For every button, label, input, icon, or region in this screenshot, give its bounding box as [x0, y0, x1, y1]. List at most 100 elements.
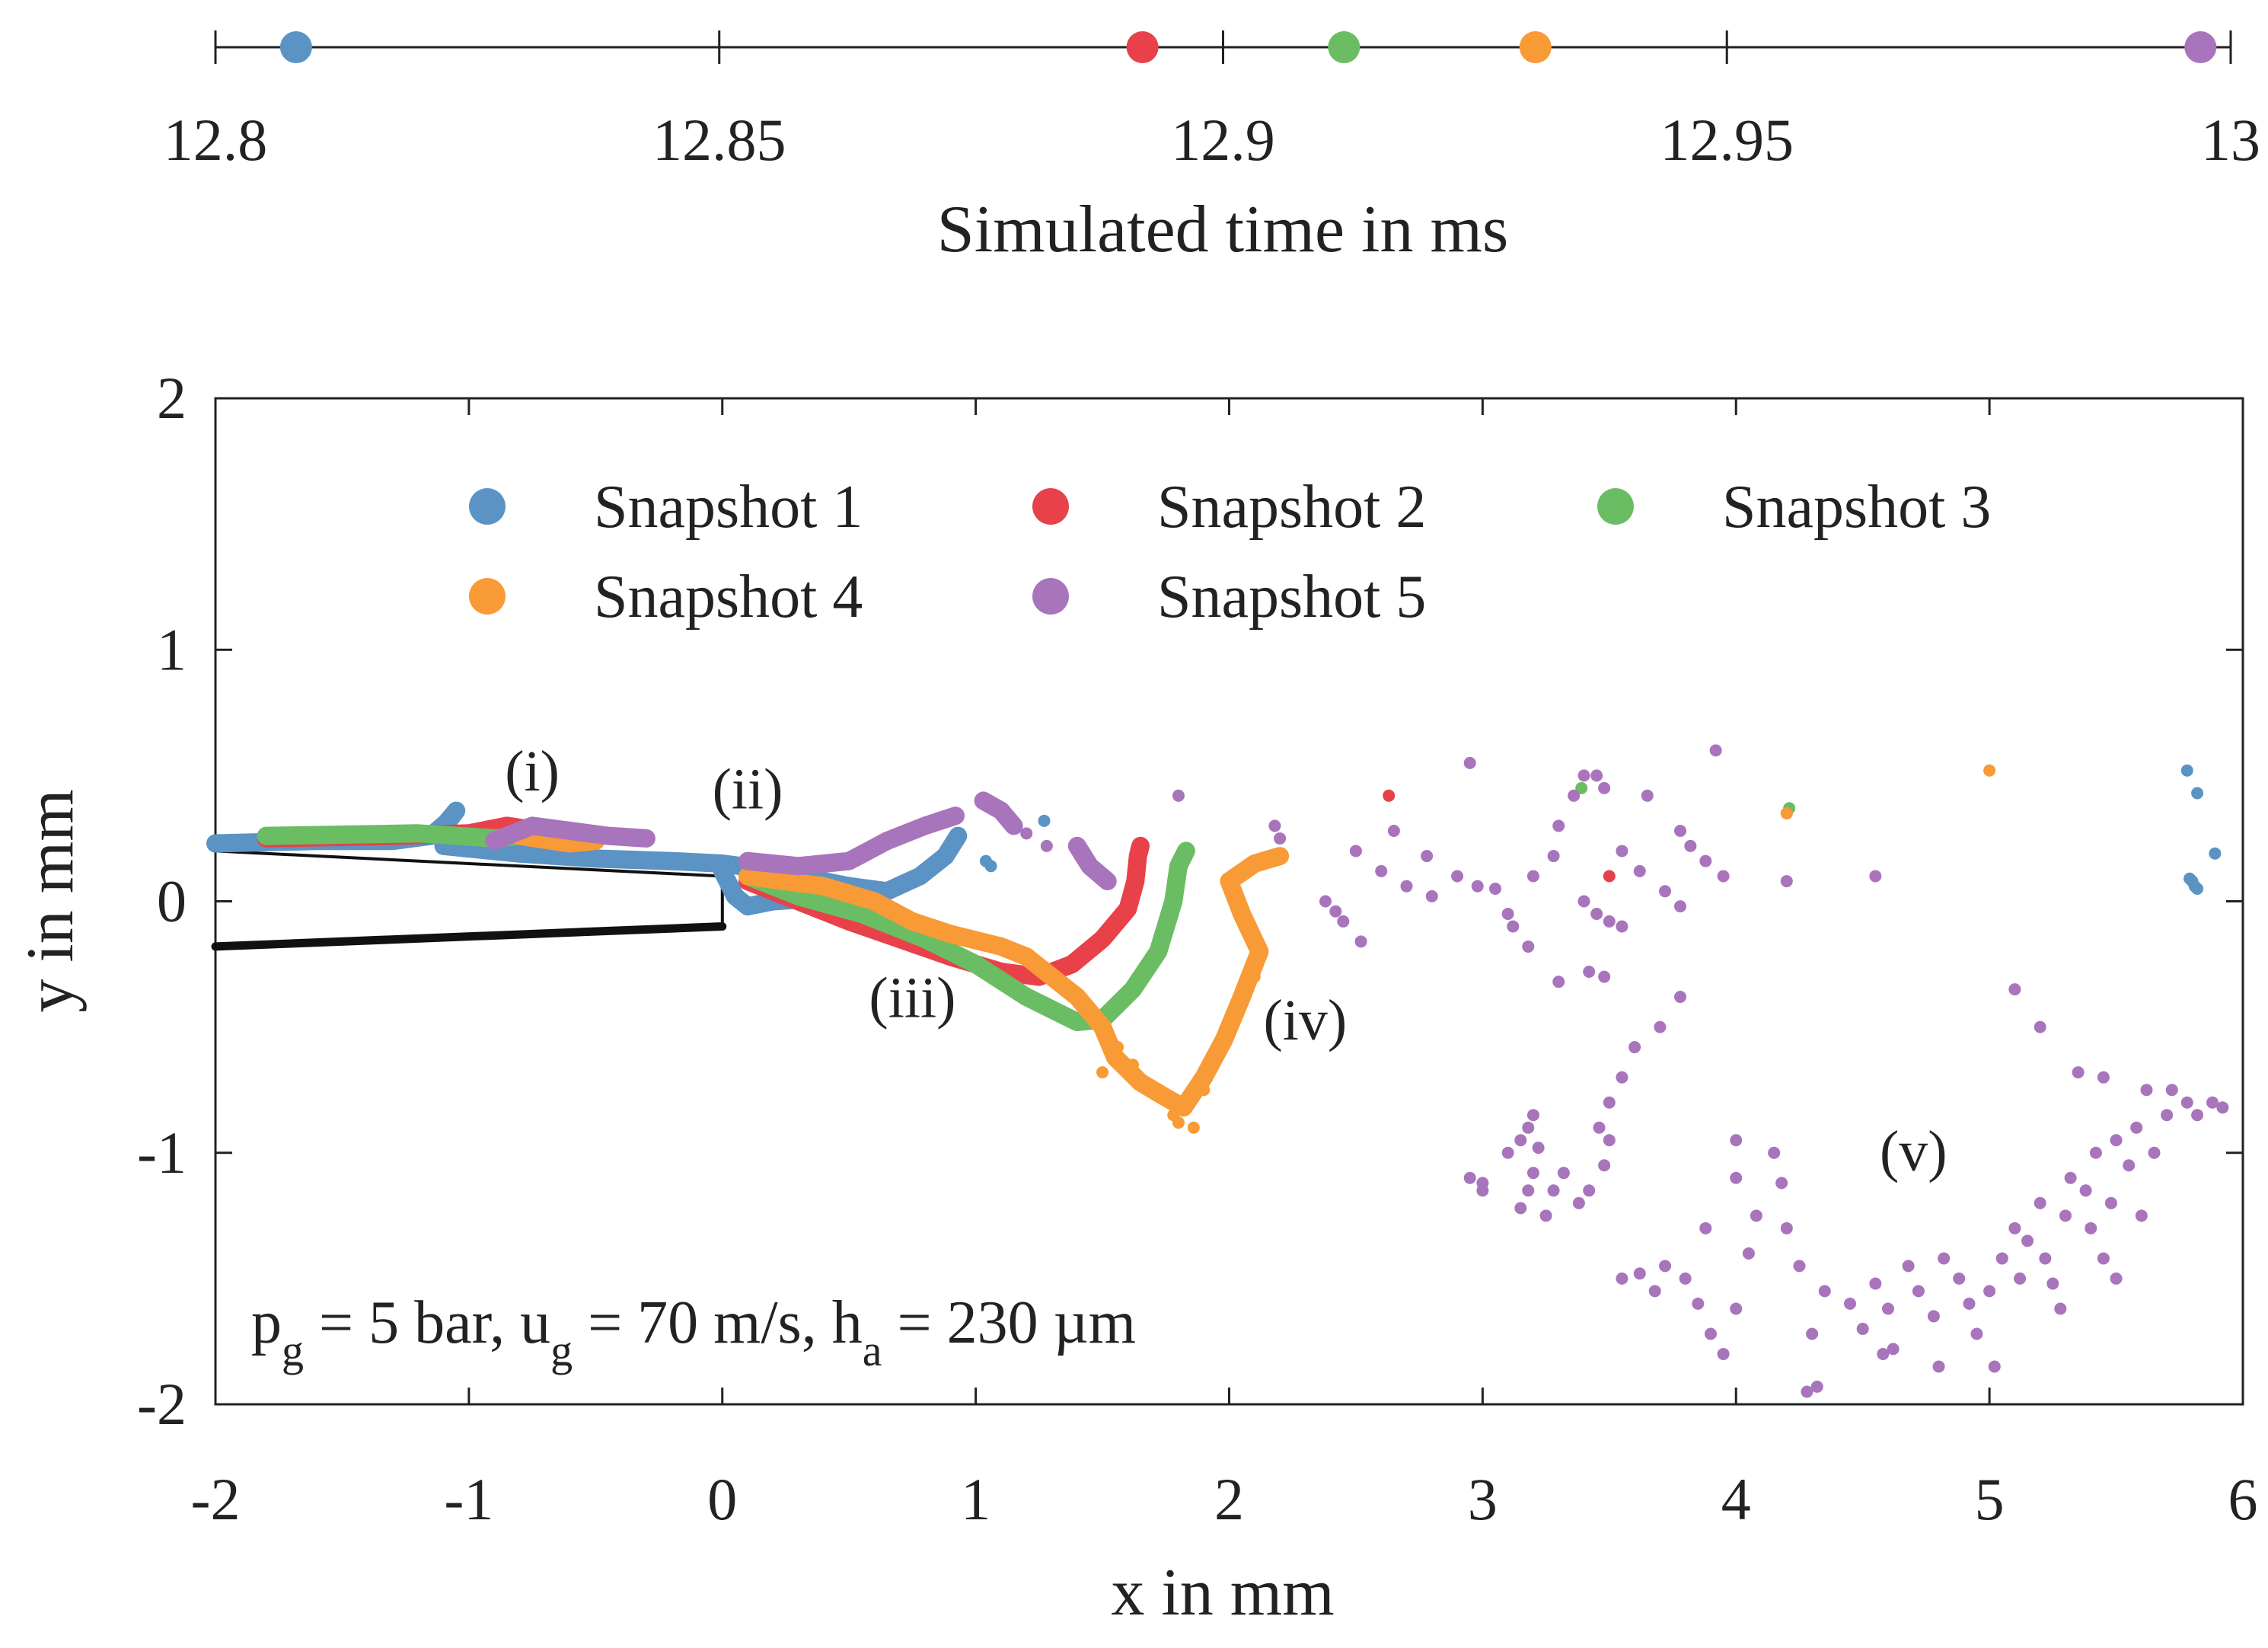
droplet-point	[2140, 1084, 2153, 1097]
droplet-point	[1501, 908, 1514, 921]
y-axis-ticks: -2 -1 0 1 2	[137, 365, 2243, 1437]
timeline-marker-snapshot-2	[1126, 31, 1159, 63]
param-p-symbol: p	[251, 1289, 282, 1356]
droplet-point	[2135, 1209, 2148, 1222]
droplet-point	[1425, 889, 1438, 902]
droplet-point	[1471, 880, 1484, 893]
droplet-point	[1970, 1327, 1983, 1340]
droplet-point	[1938, 1252, 1951, 1265]
droplet-point	[1522, 1121, 1535, 1134]
timeline-ticks: 12.8 12.85 12.9 12.95 13	[164, 30, 2260, 173]
droplet-point	[1628, 1041, 1641, 1054]
droplet-point	[1572, 1196, 1585, 1209]
region-annotations: (i) (ii) (iii) (iv) (v)	[505, 739, 1947, 1183]
droplet-point	[2180, 764, 2193, 777]
droplet-point	[984, 860, 997, 873]
droplet-point	[2008, 983, 2021, 996]
x-axis-ticks: -2 -1 0 1 2 3 4 5 6	[191, 398, 2258, 1532]
droplet-point	[2008, 1222, 2021, 1234]
droplet-point	[1400, 880, 1413, 893]
y-tick-label: -1	[137, 1119, 187, 1186]
droplet-point	[1983, 1285, 1996, 1298]
droplet-point	[1775, 1177, 1788, 1190]
droplet-point	[2165, 1084, 2178, 1097]
interface-line	[206, 801, 968, 901]
droplet-point	[2110, 1272, 2123, 1285]
droplet-point	[1603, 1134, 1616, 1147]
x-tick-label: -2	[191, 1466, 241, 1532]
droplet-point	[2054, 1302, 2067, 1315]
droplet-point	[2161, 1109, 2174, 1122]
droplet-point	[1603, 1096, 1616, 1109]
droplet-point	[1598, 781, 1611, 794]
droplet-point	[1768, 1146, 1781, 1159]
droplet-point	[1927, 1310, 1940, 1323]
interface-line	[1067, 836, 1117, 891]
droplet-point	[1337, 915, 1350, 928]
droplet-point	[1274, 832, 1287, 845]
droplet-point	[1532, 1142, 1545, 1155]
droplet-point	[1730, 1134, 1743, 1147]
droplet-point	[2206, 1096, 2219, 1109]
droplet-point	[1912, 1285, 1925, 1298]
legend-marker	[1032, 488, 1069, 525]
droplet-point	[1020, 827, 1033, 840]
droplet-point	[1654, 1020, 1667, 1033]
droplet-point	[1172, 789, 1185, 802]
timeline-tick-label: 12.85	[652, 107, 786, 173]
droplet-point	[1844, 1297, 1857, 1310]
droplet-point	[1507, 920, 1520, 933]
region-label: (v)	[1880, 1119, 1947, 1183]
parameter-text: pg = 5 bar, ug = 70 m/s, ha = 230 µm	[251, 1289, 1136, 1375]
droplet-point	[1112, 1041, 1124, 1054]
droplet-point	[1717, 1347, 1730, 1360]
timeline-marker-snapshot-1	[279, 31, 312, 63]
param-p-value: = 5 bar,	[304, 1289, 520, 1356]
timeline-marker-snapshot-5	[2184, 31, 2217, 63]
droplet-point	[1659, 885, 1672, 898]
droplet-point	[2209, 847, 2222, 860]
droplet-point	[1539, 1209, 1552, 1222]
droplet-point	[1679, 1272, 1692, 1285]
droplet-point	[1692, 1297, 1705, 1310]
droplet-point	[2097, 1252, 2110, 1265]
x-tick-label: 2	[1214, 1466, 1244, 1532]
droplet-point	[1717, 870, 1730, 883]
nozzle-lower-edge	[211, 922, 727, 951]
droplet-point	[1547, 850, 1560, 863]
droplet-point	[1674, 990, 1687, 1003]
timeline-axis: 12.8 12.85 12.9 12.95 13 Simulated time in m…	[164, 30, 2260, 267]
droplet-point	[1902, 1260, 1915, 1273]
droplet-point	[1709, 744, 1722, 757]
droplet-point	[2110, 1134, 2123, 1147]
droplet-point	[1421, 850, 1434, 863]
interface-line	[974, 791, 1023, 835]
droplet-point	[1780, 806, 1793, 819]
legend-label: Snapshot 3	[1722, 474, 1991, 541]
droplet-point	[2014, 1272, 2027, 1285]
droplet-point	[2046, 1277, 2059, 1290]
droplet-point	[1522, 940, 1535, 953]
droplet-point	[1127, 1059, 1140, 1072]
legend-marker	[1597, 488, 1634, 525]
legend-marker	[469, 488, 506, 525]
interface-line	[485, 816, 656, 851]
droplet-point	[1988, 1360, 2001, 1373]
droplet-point	[1575, 781, 1588, 794]
droplet-point	[2130, 1121, 2143, 1134]
droplet-point	[1349, 845, 1362, 858]
droplet-point	[1383, 789, 1396, 802]
droplet-point	[1704, 1327, 1717, 1340]
droplet-point	[1810, 1380, 1823, 1393]
param-h-subscript: a	[863, 1326, 882, 1375]
droplet-point	[1881, 1302, 1894, 1315]
droplet-point	[1856, 1322, 1869, 1335]
interface-line	[738, 842, 1195, 1031]
x-tick-label: 0	[707, 1466, 737, 1532]
droplet-point	[1319, 895, 1332, 908]
droplet-point	[1699, 854, 1712, 867]
droplet-point	[1375, 864, 1388, 877]
timeline-tick-label: 12.9	[1171, 107, 1275, 173]
series-snapshot-3	[257, 781, 1796, 1031]
